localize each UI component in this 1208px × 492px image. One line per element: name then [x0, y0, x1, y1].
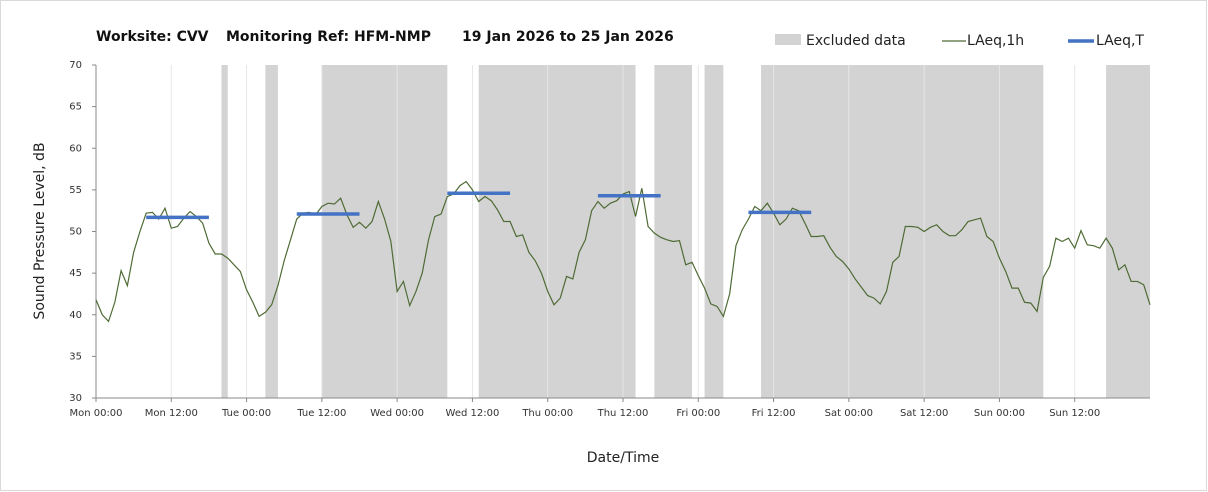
x-tick-label: Mon 00:00	[69, 408, 122, 419]
y-tick-label: 70	[69, 60, 82, 71]
x-tick-label: Sat 12:00	[900, 408, 948, 419]
legend-label: LAeq,T	[1096, 33, 1144, 49]
y-tick-label: 50	[69, 227, 82, 238]
excluded-band	[265, 65, 278, 398]
excluded-band	[478, 65, 636, 398]
chart-title: Monitoring Ref: HFM-NMP	[226, 29, 431, 45]
x-tick-label: Wed 00:00	[370, 408, 424, 419]
y-tick-label: 55	[69, 185, 82, 196]
legend-swatch	[775, 34, 801, 45]
x-tick-label: Thu 12:00	[597, 408, 649, 419]
x-tick-label: Tue 00:00	[221, 408, 271, 419]
x-tick-label: Fri 00:00	[676, 408, 720, 419]
excluded-band	[321, 65, 448, 398]
excluded-band	[761, 65, 1044, 398]
x-tick-label: Thu 00:00	[521, 408, 573, 419]
y-tick-label: 45	[69, 268, 82, 279]
y-tick-label: 65	[69, 102, 82, 113]
y-tick-label: 35	[69, 351, 82, 362]
x-tick-label: Sat 00:00	[825, 408, 873, 419]
x-tick-label: Tue 12:00	[296, 408, 346, 419]
y-tick-label: 60	[69, 143, 82, 154]
x-tick-label: Wed 12:00	[446, 408, 500, 419]
excluded-band	[221, 65, 228, 398]
legend-label: LAeq,1h	[967, 33, 1024, 49]
x-tick-label: Mon 12:00	[145, 408, 198, 419]
excluded-band	[654, 65, 693, 398]
chart-title: Worksite: CVV	[96, 29, 209, 45]
x-axis-label: Date/Time	[587, 450, 659, 466]
y-tick-label: 30	[69, 393, 82, 404]
excluded-band	[1106, 65, 1150, 398]
x-tick-label: Sun 00:00	[974, 408, 1025, 419]
x-tick-label: Fri 12:00	[752, 408, 796, 419]
excluded-band	[704, 65, 724, 398]
chart-title: 19 Jan 2026 to 25 Jan 2026	[462, 29, 674, 45]
x-tick-label: Sun 12:00	[1049, 408, 1100, 419]
legend-label: Excluded data	[806, 33, 906, 49]
y-tick-label: 40	[69, 310, 82, 321]
y-axis-label: Sound Pressure Level, dB	[32, 142, 48, 319]
